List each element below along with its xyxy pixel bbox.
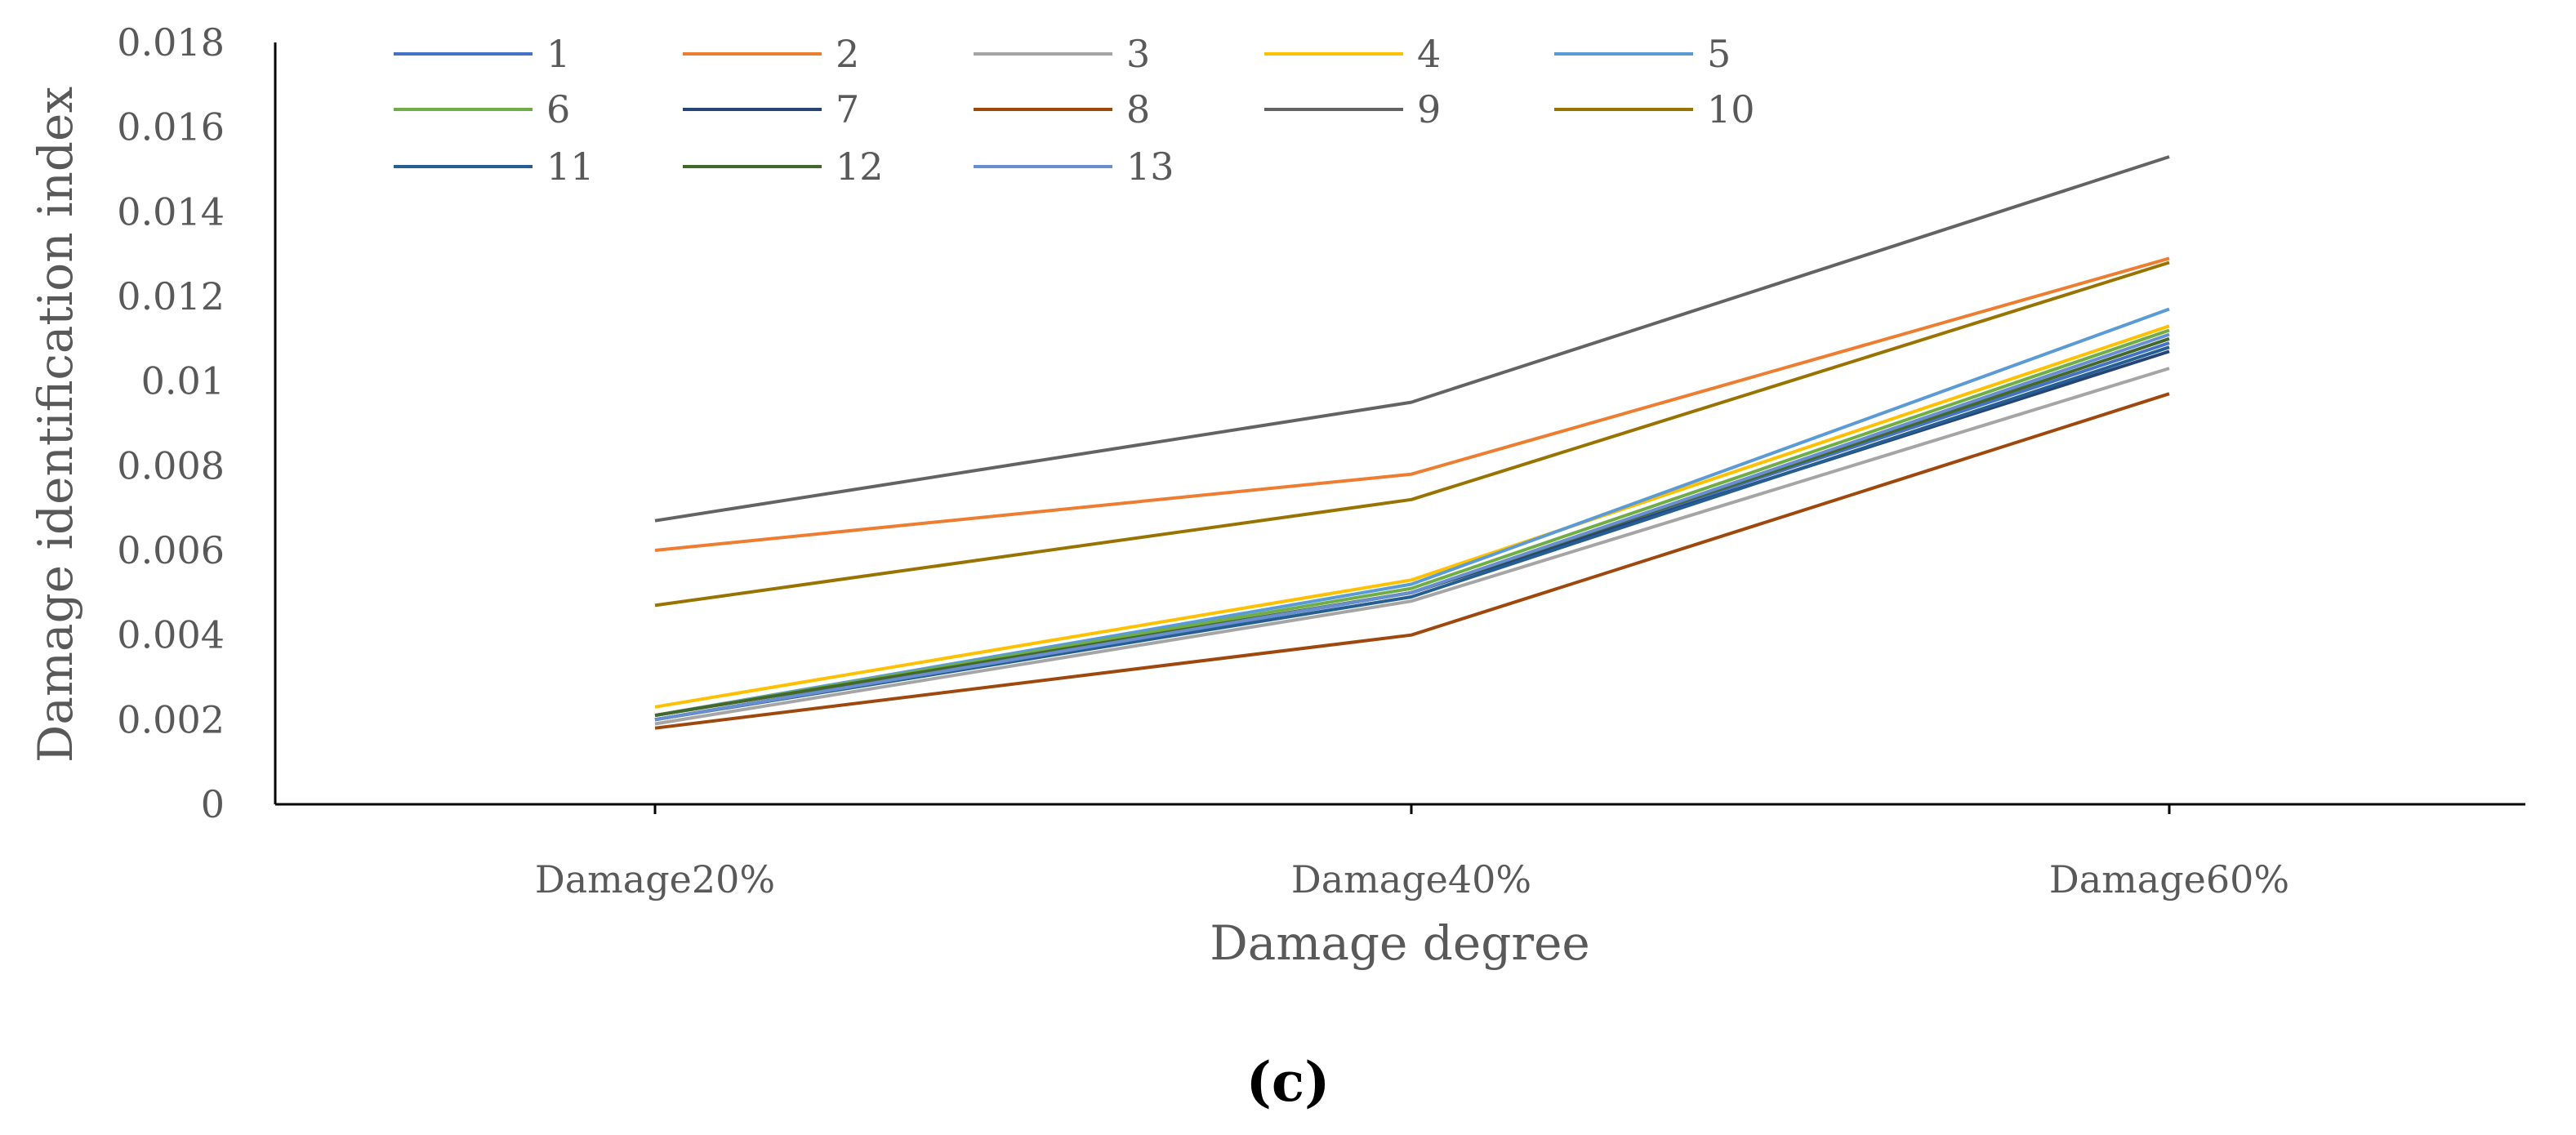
- x-tick-label: Damage60%: [2049, 857, 2289, 901]
- axes: [274, 42, 2525, 806]
- x-axis-title: Damage degree: [1210, 915, 1590, 971]
- series-line-13: [654, 332, 2170, 722]
- legend-label-1: 1: [546, 32, 570, 76]
- legend-label-13: 13: [1126, 145, 1174, 189]
- y-tick-label: 0.016: [117, 105, 225, 149]
- series-line-10: [654, 260, 2170, 608]
- y-tick-label: 0.008: [117, 443, 225, 487]
- y-tick-label: 0.002: [117, 697, 225, 741]
- y-tick-label: 0.018: [117, 20, 225, 65]
- series-line-4: [654, 324, 2170, 709]
- series-line-5: [654, 307, 2170, 718]
- y-axis-title: Damage identification index: [28, 87, 83, 763]
- x-axis-ticks: Damage20% Damage40% Damage60%: [535, 804, 2289, 901]
- series-line-6: [654, 328, 2170, 718]
- legend-label-5: 5: [1707, 32, 1731, 76]
- series-line-9: [654, 155, 2170, 523]
- y-tick-label: 0.004: [117, 613, 225, 657]
- y-tick-label: 0: [201, 782, 225, 826]
- legend-label-12: 12: [836, 145, 884, 189]
- legend-label-3: 3: [1126, 32, 1150, 76]
- legend-label-6: 6: [546, 87, 570, 131]
- y-axis-ticks: 0 0.002 0.004 0.006 0.008 0.01 0.012 0.014 0.016…: [117, 20, 225, 826]
- series-line-8: [654, 392, 2170, 730]
- series-line-1: [654, 341, 2170, 722]
- legend-label-10: 10: [1707, 87, 1755, 131]
- x-tick-label: Damage20%: [535, 857, 775, 901]
- legend-label-8: 8: [1126, 87, 1150, 131]
- x-tick-label: Damage40%: [1291, 857, 1531, 901]
- y-tick-label: 0.014: [117, 189, 225, 234]
- legend-label-9: 9: [1417, 87, 1441, 131]
- y-tick-label: 0.006: [117, 528, 225, 572]
- legend-label-2: 2: [836, 32, 859, 76]
- figure-caption: (c): [1246, 1050, 1330, 1114]
- series-line-3: [654, 367, 2170, 726]
- legend-label-7: 7: [836, 87, 859, 131]
- series-lines: [654, 155, 2170, 730]
- legend-label-11: 11: [546, 145, 595, 189]
- legend-label-4: 4: [1417, 32, 1441, 76]
- y-tick-label: 0.01: [141, 359, 225, 403]
- y-tick-label: 0.012: [117, 274, 225, 318]
- series-line-2: [654, 256, 2170, 552]
